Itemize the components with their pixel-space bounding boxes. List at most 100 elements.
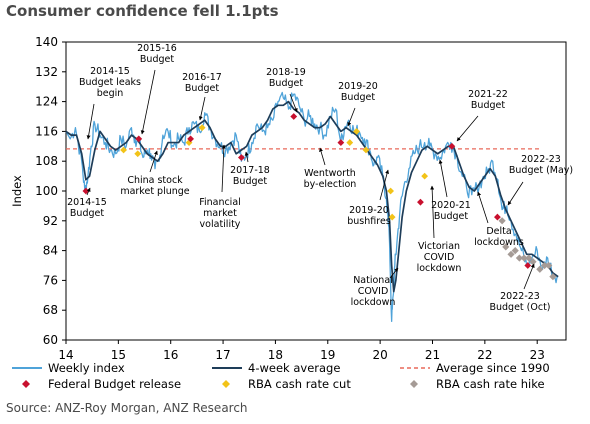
annotation-label: 2014-15 Budget leaks begin: [79, 66, 141, 99]
annotation-arrow: [477, 191, 489, 224]
y-tick-label: 140: [35, 35, 58, 49]
legend-label: RBA cash rate hike: [436, 377, 545, 391]
budget-release-marker: [290, 113, 298, 120]
annotation-arrow: [438, 159, 448, 198]
annotation-line: Budget: [70, 208, 104, 219]
annotation-arrow: [140, 69, 156, 135]
legend-label: 4-week average: [248, 361, 340, 375]
annotation-label: 2019-20 Budget: [338, 81, 378, 103]
annotation-line: 2021-22: [468, 89, 508, 100]
rba-cut-marker: [120, 146, 127, 154]
rba-cut-marker: [387, 187, 395, 195]
annotation-line: 2016-17: [182, 72, 222, 83]
x-tick-label: 22: [477, 348, 492, 362]
annotation-line: 2014-15: [90, 66, 130, 77]
annotation-line: bushfires: [347, 216, 391, 227]
annotation-label: Delta lockdowns: [474, 226, 524, 248]
annotation-arrow: [86, 103, 95, 140]
annotation-label: Wentworth by-election: [304, 168, 357, 190]
annotation-line: 2020-21: [431, 200, 471, 211]
annotation-label: 2022-23 Budget (May): [509, 154, 573, 176]
annotation-line: Budget: [341, 92, 375, 103]
annotation-label: 2015-16 Budget: [137, 43, 177, 65]
y-tick-label: 76: [43, 273, 58, 287]
budget-release-marker: [448, 142, 456, 150]
y-tick-label: 84: [43, 244, 58, 258]
annotation-arrow: [86, 187, 91, 196]
annotation-label: China stock market plunge: [120, 175, 189, 197]
rba-hike-marker: [529, 258, 537, 266]
y-tick-label: 132: [35, 65, 58, 79]
annotation-line: volatility: [200, 219, 241, 230]
annotation-arrow: [379, 169, 390, 201]
legend-swatch: [222, 380, 230, 388]
annotation-line: market: [203, 208, 237, 219]
x-tick-label: 21: [425, 348, 440, 362]
annotation-line: Budget leaks: [79, 77, 141, 88]
annotation-line: lockdown: [351, 297, 396, 308]
x-tick-label: 16: [163, 348, 178, 362]
x-tick-label: 17: [215, 348, 230, 362]
rba-cut-marker: [421, 172, 429, 180]
budget-release-marker: [524, 262, 532, 269]
annotation-line: Budget: [233, 176, 267, 187]
rba-hike-marker: [502, 243, 510, 251]
chart-title: Consumer confidence fell 1.1pts: [6, 2, 279, 20]
rba-cut-marker: [362, 146, 370, 154]
annotation-arrow: [430, 185, 435, 239]
rba-hike-marker: [507, 250, 515, 258]
annotation-line: Victorian: [418, 241, 460, 252]
annotation-arrow: [221, 144, 226, 193]
annotation-arrow: [389, 267, 399, 279]
y-tick-label: 108: [35, 154, 58, 168]
rba-hike-marker: [525, 254, 533, 262]
y-tick-label: 60: [43, 333, 58, 347]
annotation-arrow: [507, 181, 524, 206]
rba-cut-marker: [198, 124, 206, 132]
x-tick-label: 20: [372, 348, 387, 362]
budget-release-marker: [187, 135, 195, 143]
annotation-line: Budget: [269, 78, 303, 89]
annotation-label: 2022-23 Budget (Oct): [489, 291, 550, 313]
budget-release-marker: [82, 187, 90, 195]
annotation-line: 2018-19: [266, 67, 306, 78]
annotation-line: Delta: [486, 226, 511, 237]
x-tick-label: 15: [111, 348, 126, 362]
rba-hike-marker: [536, 265, 544, 273]
annotation-arrow: [289, 93, 298, 113]
annotation-line: lockdowns: [474, 237, 524, 248]
rba-cut-marker: [388, 213, 396, 221]
annotation-line: 2015-16: [137, 43, 177, 54]
budget-release-marker: [135, 135, 143, 143]
annotation-label: National COVID lockdown: [351, 275, 396, 308]
rba-hike-marker: [515, 254, 524, 262]
y-axis-label: Index: [10, 175, 24, 207]
rba-hike-marker: [545, 261, 553, 270]
annotation-line: Budget: [434, 211, 468, 222]
y-tick-label: 116: [35, 124, 58, 138]
annotation-line: Wentworth: [304, 168, 356, 179]
legend-label: Federal Budget release: [48, 377, 181, 391]
source-note: Source: ANZ-Roy Morgan, ANZ Research: [6, 401, 248, 415]
legend-swatch: [410, 380, 418, 388]
annotation-label: 2017-18 Budget: [230, 165, 270, 187]
y-tick-label: 68: [43, 303, 58, 317]
y-tick-label: 124: [35, 95, 58, 109]
annotation-arrow: [456, 115, 479, 142]
annotation-label: 2020-21 Budget: [431, 200, 471, 222]
rba-cut-marker: [134, 150, 142, 158]
annotation-arrow: [523, 263, 535, 290]
rba-cut-marker: [346, 139, 354, 146]
annotation-line: Budget (Oct): [489, 302, 550, 313]
annotation-line: lockdown: [417, 263, 462, 274]
annotation-line: 2019-20: [349, 205, 389, 216]
x-tick-label: 19: [320, 348, 335, 362]
annotation-line: 2022-23: [521, 154, 561, 165]
budget-release-marker: [237, 154, 245, 161]
annotation-line: Budget: [471, 100, 505, 111]
annotation-line: begin: [97, 88, 124, 99]
legend-label: Average since 1990: [436, 361, 550, 375]
annotation-arrow: [244, 151, 249, 163]
annotation-arrow: [149, 150, 158, 173]
